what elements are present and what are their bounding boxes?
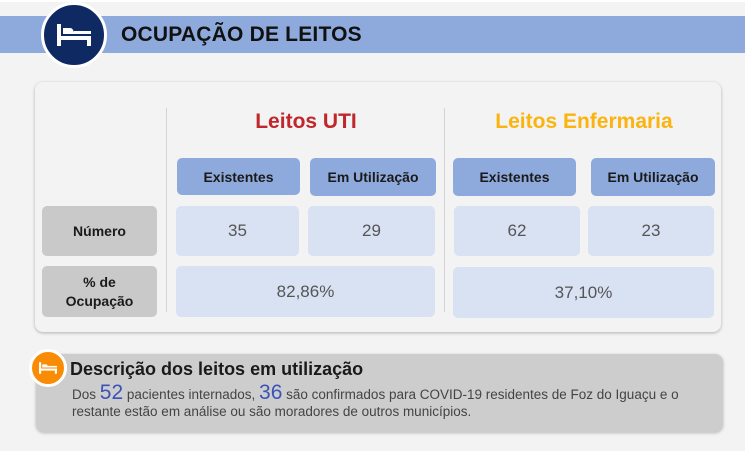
value-uti-em-utilizacao: 29 [308, 206, 435, 256]
description-title: Descrição dos leitos em utilização [70, 359, 364, 379]
column-divider [166, 108, 167, 312]
header-bed-badge [41, 2, 107, 68]
group-title-enfermaria: Leitos Enfermaria [495, 110, 673, 133]
bed-icon [39, 362, 57, 374]
page-title: OCUPAÇÃO DE LEITOS [121, 23, 362, 46]
column-divider [444, 108, 445, 312]
row-label-ocupacao: % de Ocupação [42, 266, 157, 317]
row-label-ocupacao-line1: % de [83, 273, 116, 290]
total-patients-number: 52 [99, 381, 124, 404]
value-uti-existentes: 35 [176, 206, 299, 256]
row-label-numero: Número [42, 206, 157, 256]
description-bed-badge [29, 349, 67, 387]
description-text: Dos 52 pacientes internados, 36 são conf… [72, 381, 712, 420]
bed-icon [57, 24, 91, 46]
description-suffix: são confirmados para COVID-19 residentes… [72, 387, 679, 419]
header-band [0, 16, 745, 53]
column-header-uti-existentes: Existentes [177, 158, 300, 195]
description-prefix: Dos [72, 387, 97, 402]
column-header-enf-existentes: Existentes [453, 158, 576, 196]
row-label-ocupacao-line2: Ocupação [65, 292, 134, 309]
description-middle: pacientes internados, [126, 387, 256, 402]
confirmed-number: 36 [259, 381, 283, 404]
value-uti-ocupacao: 82,86% [176, 266, 435, 317]
column-header-uti-em-utilizacao: Em Utilização [310, 158, 436, 196]
value-enf-ocupacao: 37,10% [453, 267, 714, 318]
value-enf-em-utilizacao: 23 [588, 206, 714, 256]
value-enf-existentes: 62 [454, 206, 580, 256]
description-card [36, 354, 723, 432]
column-header-enf-em-utilizacao: Em Utilização [591, 158, 715, 196]
group-title-uti: Leitos UTI [255, 110, 357, 133]
